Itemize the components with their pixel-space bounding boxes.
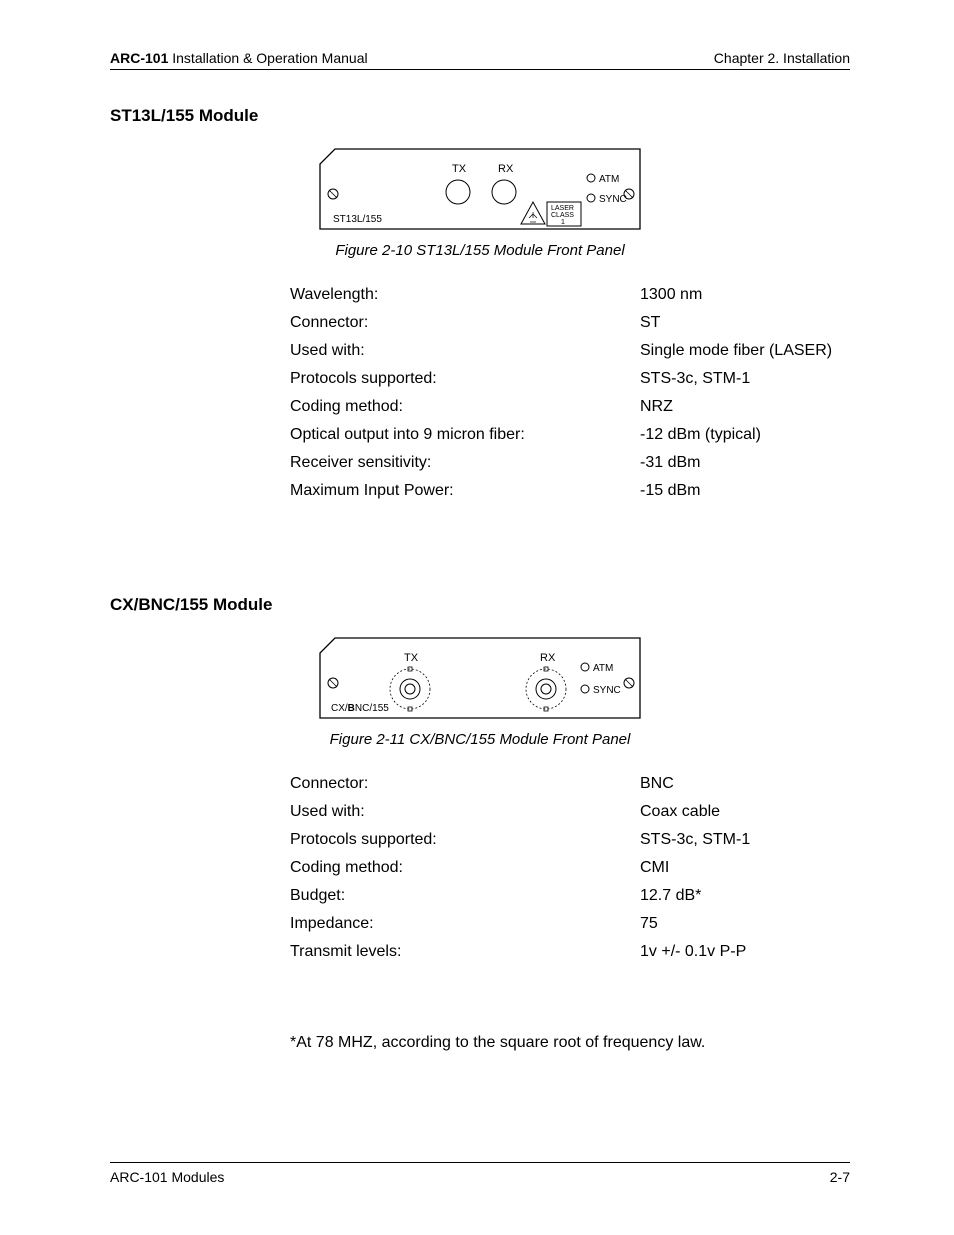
rx-label: RX [498, 163, 514, 175]
spec-value: -12 dBm (typical) [640, 421, 850, 449]
spec-value: CMI [640, 854, 850, 882]
spec-row: Maximum Input Power:-15 dBm [290, 477, 850, 505]
spec-row: Wavelength:1300 nm [290, 281, 850, 309]
spec-label: Transmit levels: [290, 938, 640, 966]
spec-label: Used with: [290, 798, 640, 826]
running-header: ARC-101 Installation & Operation Manual … [110, 50, 850, 70]
spec-row: Connector:BNC [290, 770, 850, 798]
laser-l1: LASER [551, 205, 574, 212]
spec-value: STS-3c, STM-1 [640, 365, 850, 393]
spec-value: 1300 nm [640, 281, 850, 309]
doc-title-rest: Installation & Operation Manual [168, 50, 367, 66]
spec-label: Used with: [290, 337, 640, 365]
header-right: Chapter 2. Installation [714, 50, 850, 66]
panel-label: ST13L/155 [333, 214, 382, 225]
section2-footnote: *At 78 MHZ, according to the square root… [290, 1034, 850, 1052]
spec-row: Used with:Single mode fiber (LASER) [290, 337, 850, 365]
spec-value: 1v +/- 0.1v P-P [640, 938, 850, 966]
spec-row: Connector:ST [290, 309, 850, 337]
page: ARC-101 Installation & Operation Manual … [110, 50, 850, 1052]
spec-row: Budget:12.7 dB* [290, 882, 850, 910]
spec-value: -31 dBm [640, 449, 850, 477]
section2-specs: Connector:BNC Used with:Coax cable Proto… [290, 770, 850, 966]
spec-label: Budget: [290, 882, 640, 910]
spec-value: STS-3c, STM-1 [640, 826, 850, 854]
panel-label: CX/BNC/155 [331, 703, 389, 714]
spec-row: Coding method:NRZ [290, 393, 850, 421]
spec-row: Used with:Coax cable [290, 798, 850, 826]
rx-label: RX [540, 652, 556, 664]
spec-value: Coax cable [640, 798, 850, 826]
figure-2-11-caption: Figure 2-11 CX/BNC/155 Module Front Pane… [110, 731, 850, 748]
spec-label: Optical output into 9 micron fiber: [290, 421, 640, 449]
spec-value: BNC [640, 770, 850, 798]
cxbnc-panel-svg: CX/BNC/155 TX RX ATM [315, 633, 645, 723]
spec-label: Protocols supported: [290, 826, 640, 854]
spec-row: Optical output into 9 micron fiber:-12 d… [290, 421, 850, 449]
spec-label: Connector: [290, 309, 640, 337]
header-left: ARC-101 Installation & Operation Manual [110, 50, 368, 66]
spec-value: ST [640, 309, 850, 337]
st13l-panel-svg: ST13L/155 TX RX LASER CLASS 1 ATM [315, 144, 645, 234]
spec-label: Receiver sensitivity: [290, 449, 640, 477]
spec-label: Coding method: [290, 854, 640, 882]
footer-left: ARC-101 Modules [110, 1169, 224, 1185]
spec-label: Protocols supported: [290, 365, 640, 393]
figure-2-10: ST13L/155 TX RX LASER CLASS 1 ATM [110, 144, 850, 234]
atm-label: ATM [599, 174, 619, 185]
footer-right: 2-7 [830, 1169, 850, 1185]
doc-code: ARC-101 [110, 50, 168, 66]
section1-title: ST13L/155 Module [110, 106, 850, 126]
figure-2-11: CX/BNC/155 TX RX ATM [110, 633, 850, 723]
spec-value: 75 [640, 910, 850, 938]
figure-2-10-caption: Figure 2-10 ST13L/155 Module Front Panel [110, 242, 850, 259]
sync-label: SYNC [599, 194, 627, 205]
spec-value: 12.7 dB* [640, 882, 850, 910]
atm-label: ATM [593, 663, 613, 674]
spec-label: Coding method: [290, 393, 640, 421]
running-footer: ARC-101 Modules 2-7 [110, 1162, 850, 1185]
spec-row: Transmit levels:1v +/- 0.1v P-P [290, 938, 850, 966]
spec-row: Protocols supported:STS-3c, STM-1 [290, 826, 850, 854]
laser-l2: CLASS [551, 212, 574, 219]
spec-label: Wavelength: [290, 281, 640, 309]
tx-label: TX [404, 652, 419, 664]
spec-row: Coding method:CMI [290, 854, 850, 882]
spec-value: -15 dBm [640, 477, 850, 505]
spec-row: Protocols supported:STS-3c, STM-1 [290, 365, 850, 393]
sync-label: SYNC [593, 685, 621, 696]
spec-row: Impedance:75 [290, 910, 850, 938]
section1-specs: Wavelength:1300 nm Connector:ST Used wit… [290, 281, 850, 505]
spec-value: Single mode fiber (LASER) [640, 337, 850, 365]
tx-label: TX [452, 163, 467, 175]
section2-title: CX/BNC/155 Module [110, 595, 850, 615]
laser-l3: 1 [561, 219, 565, 226]
spec-value: NRZ [640, 393, 850, 421]
spec-row: Receiver sensitivity:-31 dBm [290, 449, 850, 477]
spec-label: Maximum Input Power: [290, 477, 640, 505]
spec-label: Impedance: [290, 910, 640, 938]
spec-label: Connector: [290, 770, 640, 798]
